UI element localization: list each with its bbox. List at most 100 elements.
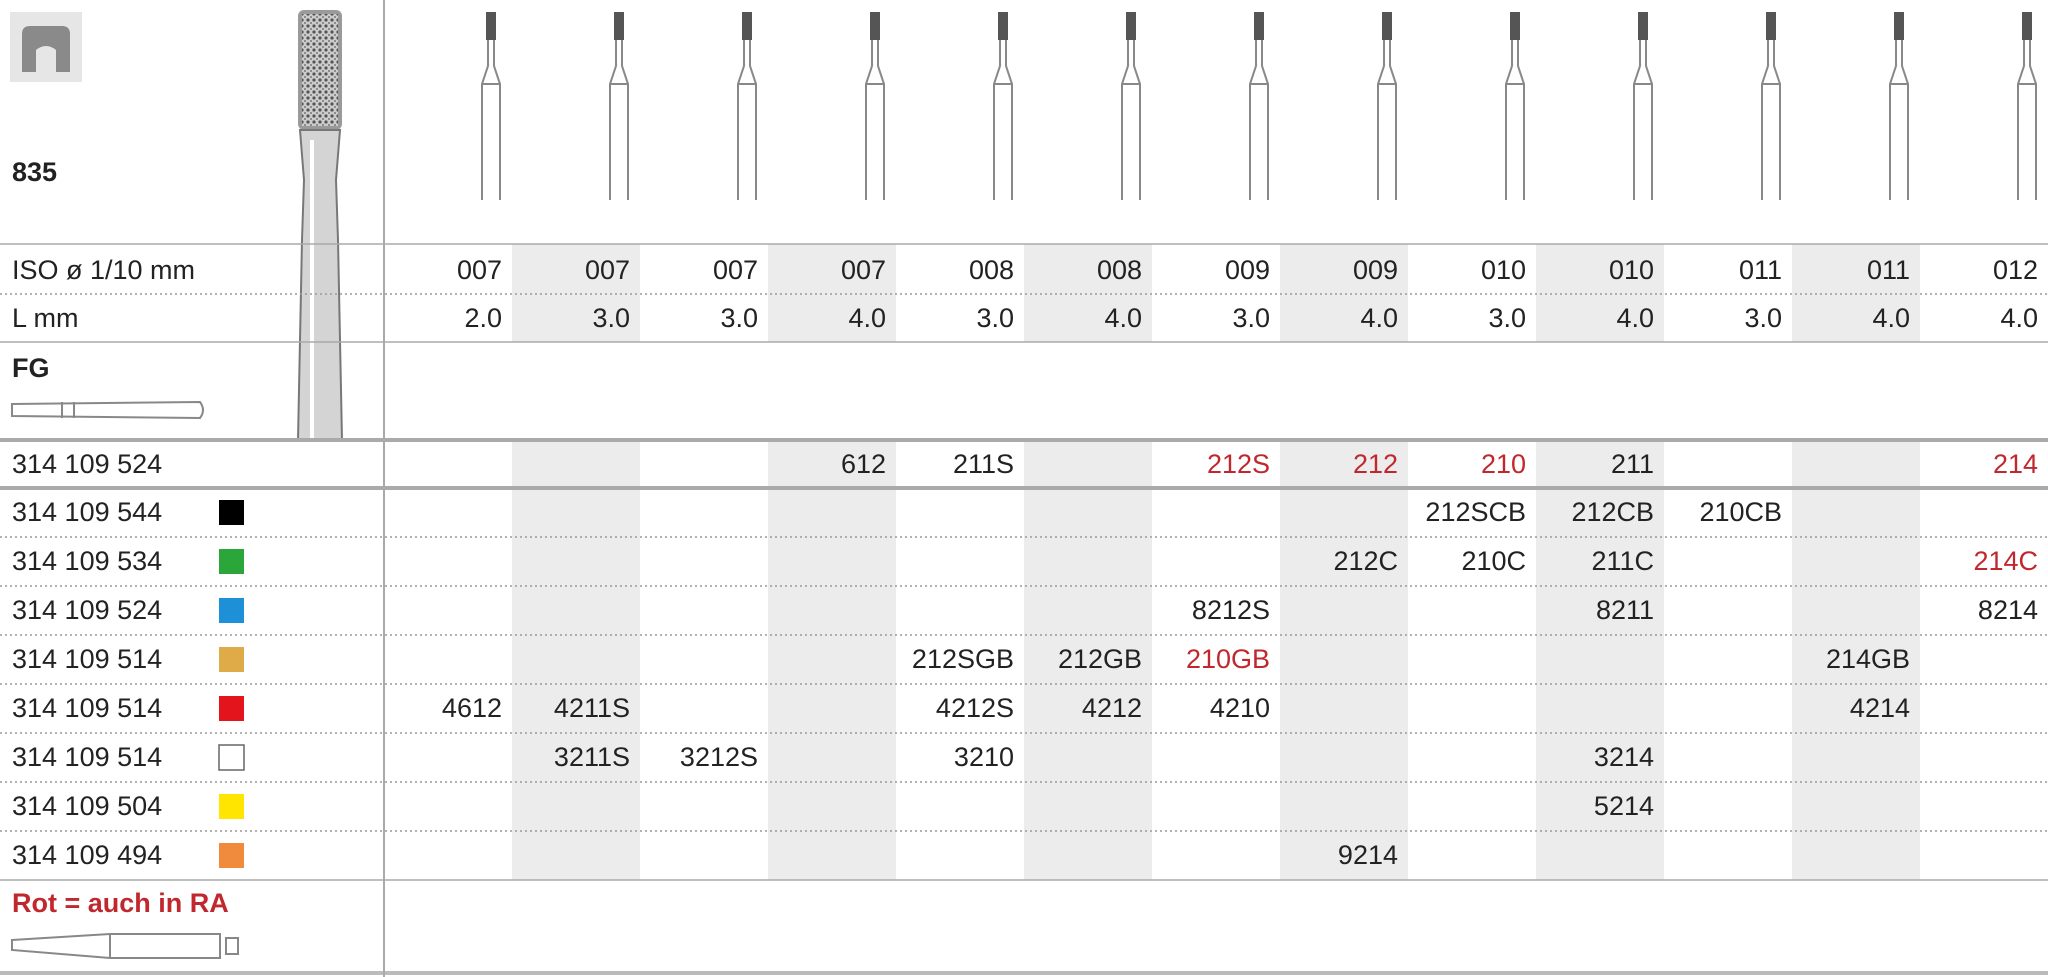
bur-icon <box>2017 12 2037 200</box>
reference-number: 314 109 514 <box>12 644 162 674</box>
note: Rot = auch in RA <box>12 888 229 918</box>
article-number: 211C <box>1591 546 1654 576</box>
iso-size: 009 <box>1225 255 1270 285</box>
article-number: 8211 <box>1596 595 1654 625</box>
iso-size: 007 <box>841 255 886 285</box>
reference-number: 314 109 534 <box>12 546 162 576</box>
iso-size: 008 <box>969 255 1014 285</box>
bur-body <box>1633 40 1653 200</box>
bur-icon <box>1889 12 1909 200</box>
bur-icon <box>737 12 757 200</box>
bur-body <box>737 40 757 200</box>
bur-head <box>486 12 496 40</box>
article-number: 5214 <box>1594 791 1654 821</box>
bur-head <box>1254 12 1264 40</box>
length: 3.0 <box>1488 303 1526 333</box>
iso-size: 009 <box>1353 255 1398 285</box>
article-number: 214C <box>1973 546 2038 576</box>
color-swatch <box>218 744 245 771</box>
article-number: 214GB <box>1826 644 1910 674</box>
column-shade <box>768 244 896 342</box>
bur-head <box>1510 12 1520 40</box>
length: 4.0 <box>1616 303 1654 333</box>
iso-size: 007 <box>713 255 758 285</box>
article-number: 212SCB <box>1425 497 1526 527</box>
article-number: 210CB <box>1699 497 1782 527</box>
color-swatch <box>219 647 244 672</box>
article-number: 4211S <box>554 693 630 723</box>
bur-icon <box>1505 12 1525 200</box>
length-label: L mm <box>12 303 79 333</box>
length: 4.0 <box>1104 303 1142 333</box>
bur-icon <box>865 12 885 200</box>
iso-size: 010 <box>1481 255 1526 285</box>
bur-icon <box>993 12 1013 200</box>
length: 4.0 <box>2000 303 2038 333</box>
column-shade <box>1280 244 1408 342</box>
column-shade <box>1792 244 1920 342</box>
bur-head <box>1894 12 1904 40</box>
bur-head <box>614 12 624 40</box>
bur-icon <box>1377 12 1397 200</box>
length: 4.0 <box>848 303 886 333</box>
bur-body <box>1377 40 1397 200</box>
article-number: 4212S <box>936 693 1014 723</box>
bur-icon <box>1761 12 1781 200</box>
iso-size: 007 <box>457 255 502 285</box>
article-number: 8214 <box>1978 595 2038 625</box>
length: 2.0 <box>464 303 502 333</box>
length: 3.0 <box>1744 303 1782 333</box>
article-number: 210C <box>1461 546 1526 576</box>
article-number: 212S <box>1207 449 1270 479</box>
article-number: 212CB <box>1571 497 1654 527</box>
color-swatch <box>219 696 244 721</box>
column-shade <box>1792 440 1920 880</box>
bur-body <box>1889 40 1909 200</box>
bur-head <box>1126 12 1136 40</box>
bur-body <box>609 40 629 200</box>
bur-body <box>1505 40 1525 200</box>
column-shade <box>768 440 896 880</box>
main-bur <box>296 10 344 441</box>
article-number: 8212S <box>1192 595 1270 625</box>
article-number: 3212S <box>680 742 758 772</box>
iso-size: 007 <box>585 255 630 285</box>
bur-head <box>2022 12 2032 40</box>
column-shade <box>1024 440 1152 880</box>
column-shade <box>512 244 640 342</box>
bur-head <box>742 12 752 40</box>
bur-body <box>481 40 501 200</box>
reference-number: 314 109 504 <box>12 791 162 821</box>
article-number: 212GB <box>1058 644 1142 674</box>
article-number: 3214 <box>1594 742 1654 772</box>
fg-shank-icon <box>11 400 204 420</box>
bur-icon <box>1121 12 1141 200</box>
article-number: 212C <box>1333 546 1398 576</box>
article-number: 3210 <box>954 742 1014 772</box>
article-number: 4214 <box>1850 693 1910 723</box>
shank-label: FG <box>12 353 50 383</box>
bur-head <box>1766 12 1776 40</box>
iso-size: 011 <box>1867 255 1910 285</box>
length: 3.0 <box>976 303 1014 333</box>
article-number: 211 <box>1611 449 1654 479</box>
shape-icon <box>10 12 82 82</box>
bur-head <box>998 12 1008 40</box>
bur-icon <box>481 12 501 200</box>
column-shade <box>1280 440 1408 880</box>
article-number: 4210 <box>1210 693 1270 723</box>
bur-icon <box>1249 12 1269 200</box>
article-number: 210 <box>1481 449 1526 479</box>
reference-number: 314 109 514 <box>12 742 162 772</box>
color-swatch <box>219 598 244 623</box>
article-number: 214 <box>1993 449 2038 479</box>
article-number: 612 <box>841 449 886 479</box>
reference-number: 314 109 544 <box>12 497 162 527</box>
article-number: 3211S <box>554 742 630 772</box>
bur-head <box>1382 12 1392 40</box>
article-number: 4212 <box>1082 693 1142 723</box>
iso-size: 011 <box>1739 255 1782 285</box>
article-number: 4612 <box>442 693 502 723</box>
bur-head <box>870 12 880 40</box>
